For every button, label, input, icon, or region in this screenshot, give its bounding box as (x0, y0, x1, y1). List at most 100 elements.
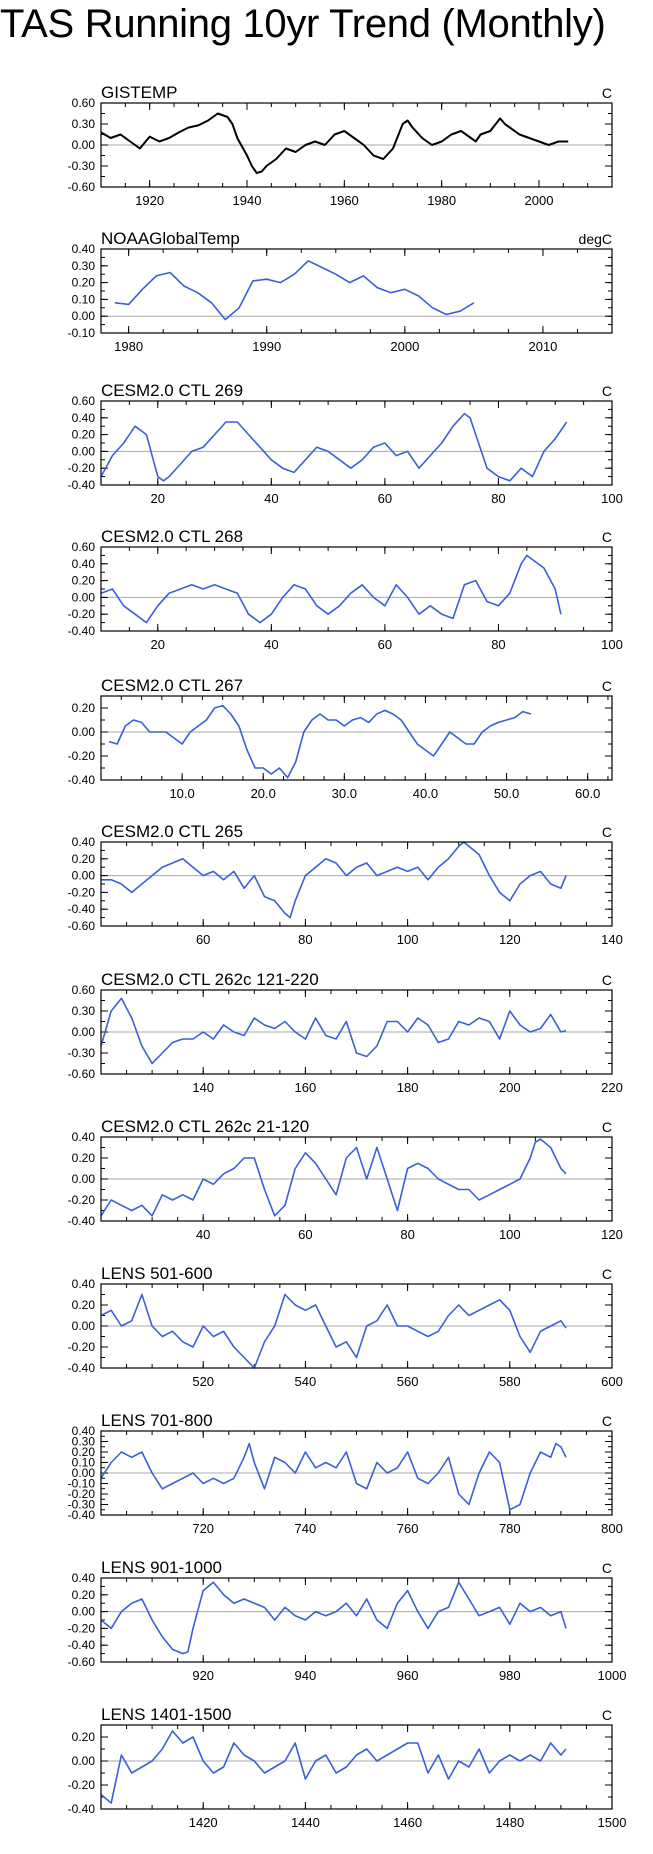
chart-units: C (602, 678, 612, 694)
y-tick-label: -0.30 (68, 1046, 96, 1060)
y-tick-label: -0.40 (68, 1508, 96, 1522)
plot-frame (100, 1136, 613, 1222)
x-tick-label: 980 (499, 1668, 521, 1683)
y-tick-label: 0.40 (72, 242, 96, 256)
series-line (100, 112, 569, 174)
y-tick-label: -0.20 (68, 1193, 96, 1207)
x-tick-label: 160 (295, 1080, 317, 1095)
plot-frame (100, 400, 613, 486)
plot-frame (100, 1283, 613, 1369)
x-tick-label: 140 (192, 1080, 214, 1095)
y-tick-label: 0.40 (72, 1277, 96, 1291)
y-tick-label: 0.30 (72, 259, 96, 273)
series-line (100, 412, 568, 482)
x-tick-label: 30.0 (332, 786, 357, 801)
x-tick-label: 100 (397, 932, 419, 947)
y-tick-label: 0.20 (72, 852, 96, 866)
x-tick-label: 540 (295, 1374, 317, 1389)
x-tick-label: 720 (192, 1521, 214, 1536)
chart-title: LENS 701-800 (101, 1411, 213, 1430)
chart-panel: CESM2.0 CTL 262c 21-120 C -0.40 -0.20 0.00 0.… (68, 1117, 623, 1242)
chart-units: C (602, 1119, 612, 1135)
x-tick-label: 2000 (525, 193, 554, 208)
y-tick-label: -0.20 (68, 607, 96, 621)
chart-units: C (602, 972, 612, 988)
x-tick-label: 60 (298, 1227, 312, 1242)
x-tick-label: 80 (400, 1227, 414, 1242)
y-tick-label: -0.20 (68, 1621, 96, 1635)
chart-panel: LENS 1401-1500 C -0.40 -0.20 0.00 0.20 1420 144… (68, 1705, 627, 1830)
y-tick-label: -0.40 (68, 902, 96, 916)
x-tick-label: 1480 (495, 1815, 524, 1830)
y-tick-label: 0.00 (72, 444, 96, 458)
y-tick-label: 0.00 (72, 590, 96, 604)
y-tick-label: -0.20 (68, 1487, 96, 1501)
chart-units: C (602, 529, 612, 545)
y-tick-label: -0.30 (68, 1498, 96, 1512)
x-tick-label: 780 (499, 1521, 521, 1536)
x-tick-label: 40 (264, 637, 278, 652)
chart-title: LENS 901-1000 (101, 1558, 222, 1577)
plot-frame (100, 1430, 613, 1516)
series-line (100, 997, 567, 1065)
y-tick-label: 0.00 (72, 1025, 96, 1039)
x-tick-label: 180 (397, 1080, 419, 1095)
plot-frame (100, 1577, 613, 1663)
y-tick-label: -0.60 (68, 1655, 96, 1669)
x-tick-label: 50.0 (494, 786, 519, 801)
y-tick-label: -0.20 (68, 1778, 96, 1792)
x-tick-label: 1980 (114, 339, 143, 354)
plot-frame (100, 841, 613, 927)
x-tick-label: 580 (499, 1374, 521, 1389)
chart-title: CESM2.0 CTL 269 (101, 381, 243, 400)
y-tick-label: -0.30 (68, 159, 96, 173)
x-tick-label: 1940 (233, 193, 262, 208)
x-tick-label: 40 (264, 491, 278, 506)
series-line (100, 1442, 567, 1511)
y-tick-label: -0.60 (68, 1067, 96, 1081)
y-tick-label: -0.40 (68, 1638, 96, 1652)
chart-units: C (602, 824, 612, 840)
x-tick-label: 120 (499, 932, 521, 947)
x-tick-label: 740 (295, 1521, 317, 1536)
y-tick-label: -0.60 (68, 180, 96, 194)
y-tick-label: 0.00 (72, 1319, 96, 1333)
chart-panel: NOAAGlobalTemp degC -0.10 0.00 0.10 0.20 0.30 0… (68, 229, 613, 354)
y-tick-label: -0.40 (68, 1214, 96, 1228)
y-tick-label: 0.00 (72, 1754, 96, 1768)
x-tick-label: 560 (397, 1374, 419, 1389)
x-tick-label: 220 (601, 1080, 623, 1095)
y-tick-label: -0.40 (68, 773, 96, 787)
plot-frame (100, 102, 613, 188)
chart-units: C (602, 85, 612, 101)
y-tick-label: 0.40 (72, 1130, 96, 1144)
chart-panel: LENS 501-600 C -0.40 -0.20 0.00 0.20 0.40 520 54… (68, 1264, 623, 1389)
plot-frame (100, 546, 613, 632)
y-tick-label: -0.10 (68, 1477, 96, 1491)
x-tick-label: 20 (151, 637, 165, 652)
x-tick-label: 760 (397, 1521, 419, 1536)
x-tick-label: 940 (295, 1668, 317, 1683)
series-line (108, 704, 532, 779)
x-tick-label: 800 (601, 1521, 623, 1536)
y-tick-label: 0.40 (72, 411, 96, 425)
plot-frame (100, 1724, 613, 1810)
x-tick-label: 1990 (252, 339, 281, 354)
chart-title: CESM2.0 CTL 267 (101, 676, 243, 695)
chart-units: C (602, 1413, 612, 1429)
x-tick-label: 2010 (528, 339, 557, 354)
series-line (100, 1581, 567, 1655)
x-tick-label: 1500 (598, 1815, 627, 1830)
series-line (101, 841, 567, 919)
y-tick-label: 0.40 (72, 1571, 96, 1585)
x-tick-label: 520 (192, 1374, 214, 1389)
x-tick-label: 20.0 (251, 786, 276, 801)
y-tick-label: 0.40 (72, 1424, 96, 1438)
chart-units: C (602, 383, 612, 399)
y-tick-label: -0.20 (68, 1340, 96, 1354)
plot-frame (100, 989, 613, 1075)
chart-title: LENS 501-600 (101, 1264, 213, 1283)
y-tick-label: 0.10 (72, 292, 96, 306)
y-tick-label: 0.30 (72, 1435, 96, 1449)
